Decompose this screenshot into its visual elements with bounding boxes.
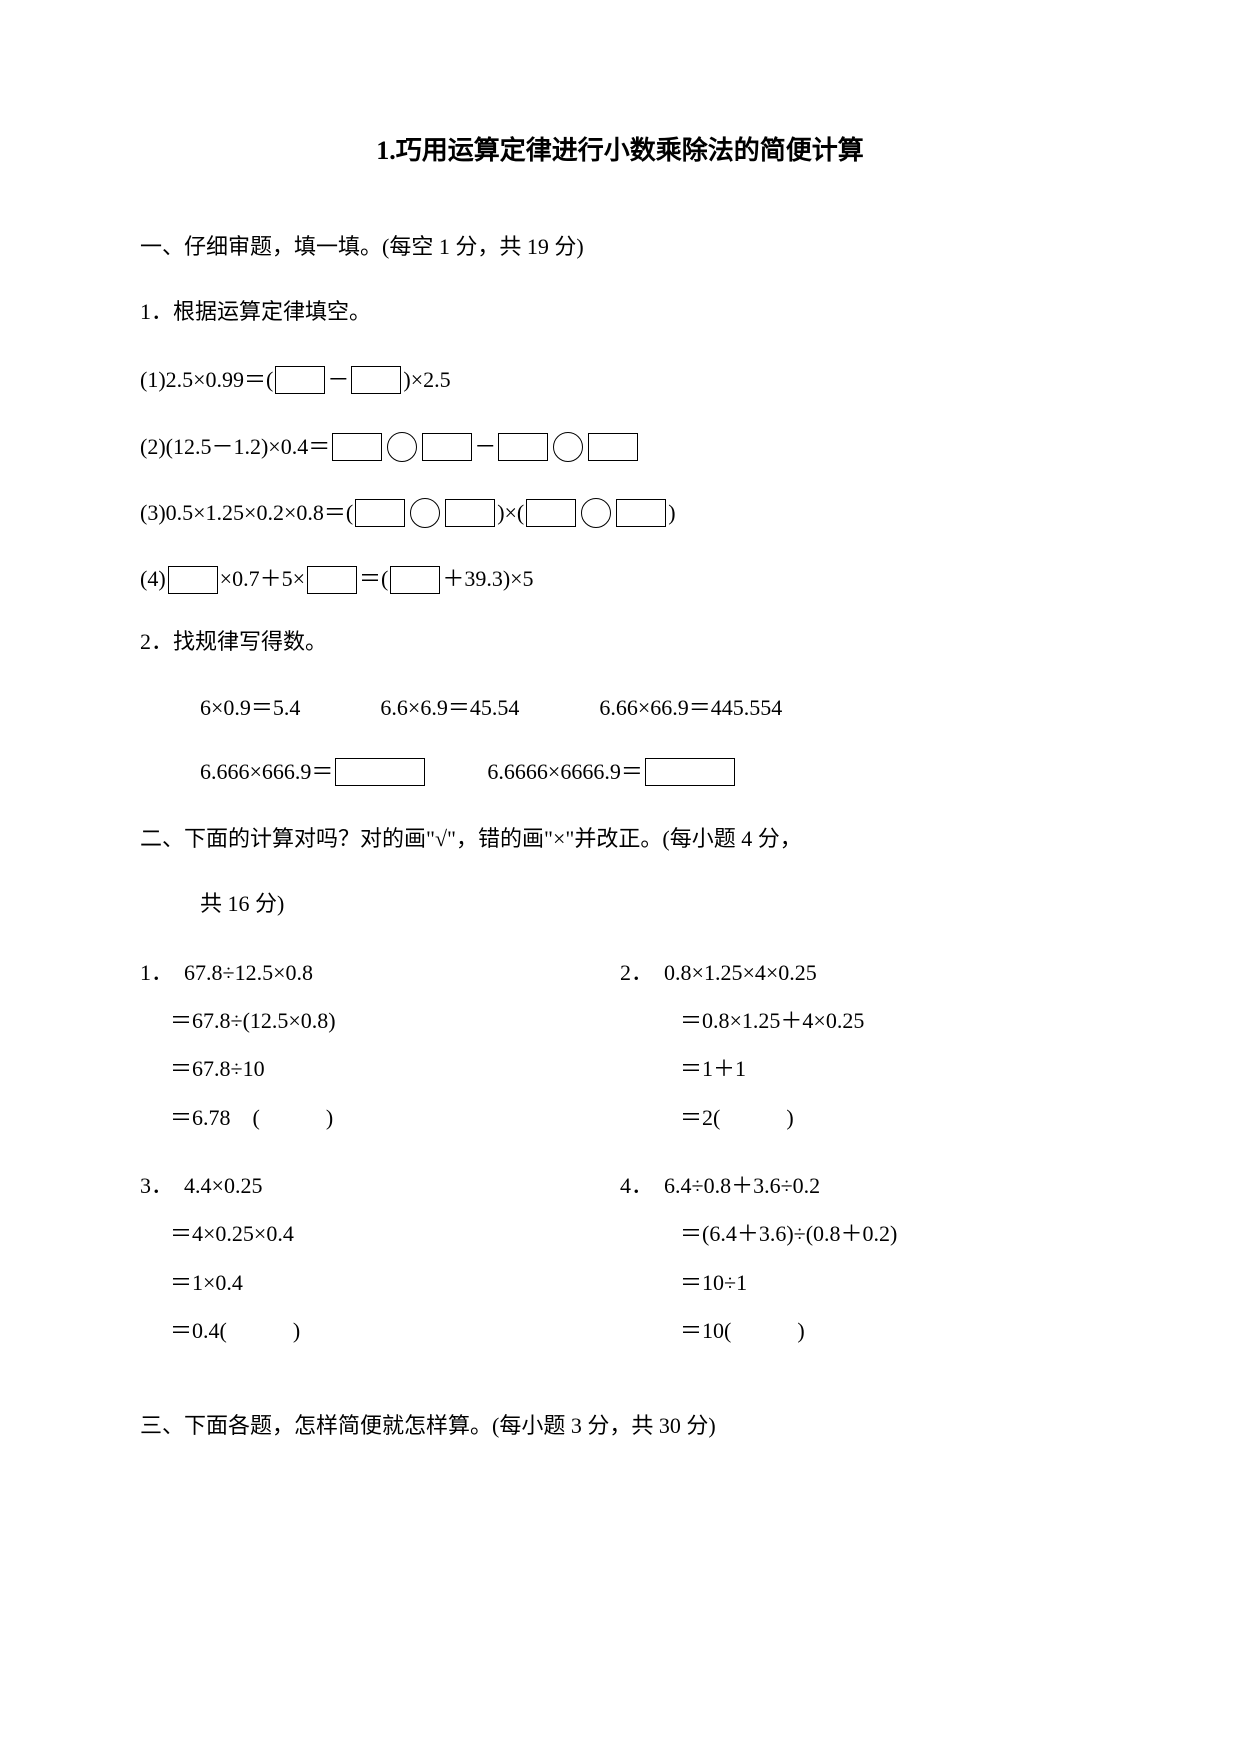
p3-l3: ＝1×0.4 (140, 1259, 620, 1307)
blank-box[interactable] (588, 433, 638, 461)
eq1-prefix: (1)2.5×0.99＝( (140, 356, 273, 404)
section-1-header: 一、仔细审题，填一填。(每空 1 分，共 19 分) (140, 227, 1100, 267)
eq4-mid1: ×0.7＋5× (220, 555, 305, 603)
eq1-suffix: )×2.5 (403, 356, 450, 404)
problems-row-1: 1． 67.8÷12.5×0.8 ＝67.8÷(12.5×0.8) ＝67.8÷… (140, 949, 1100, 1143)
equation-4: (4) ×0.7＋5× ＝( ＋39.3)×5 (140, 555, 1100, 603)
pattern-1b: 6.6×6.9＝45.54 (380, 686, 519, 730)
blank-circle[interactable] (410, 498, 440, 528)
eq1-mid: － (327, 356, 349, 404)
blank-box[interactable] (351, 366, 401, 394)
pattern-1c: 6.66×66.9＝445.554 (599, 686, 782, 730)
p1-l1: 67.8÷12.5×0.8 (184, 960, 313, 985)
p4-num: 4． (620, 1173, 642, 1198)
worksheet-title: 1.巧用运算定律进行小数乘除法的简便计算 (140, 130, 1100, 167)
p4-l2: ＝(6.4＋3.6)÷(0.8＋0.2) (620, 1210, 1100, 1258)
p3-l1: 4.4×0.25 (184, 1173, 262, 1198)
blank-box[interactable] (498, 433, 548, 461)
blank-box[interactable] (307, 566, 357, 594)
section-2-header: 二、下面的计算对吗？对的画"√"，错的画"×"并改正。(每小题 4 分， (140, 819, 1100, 859)
blank-box[interactable] (616, 499, 666, 527)
p1-l2: ＝67.8÷(12.5×0.8) (140, 997, 620, 1045)
blank-box-long[interactable] (335, 758, 425, 786)
eq4-prefix: (4) (140, 555, 166, 603)
p4-l1: 6.4÷0.8＋3.6÷0.2 (664, 1173, 820, 1198)
p2-l2: ＝0.8×1.25＋4×0.25 (620, 997, 1100, 1045)
equation-1: (1)2.5×0.99＝( － )×2.5 (140, 356, 1100, 404)
blank-box[interactable] (355, 499, 405, 527)
blank-box[interactable] (445, 499, 495, 527)
p1-num: 1． (140, 960, 162, 985)
eq3-mid: )×( (497, 489, 524, 537)
pattern-2b: 6.6666×6666.9＝ (487, 750, 642, 794)
blank-box[interactable] (422, 433, 472, 461)
pattern-2a: 6.666×666.9＝ (200, 750, 333, 794)
blank-box[interactable] (332, 433, 382, 461)
p4-l3: ＝10÷1 (620, 1259, 1100, 1307)
problems-row-2: 3． 4.4×0.25 ＝4×0.25×0.4 ＝1×0.4 ＝0.4( ) 4… (140, 1162, 1100, 1356)
blank-circle[interactable] (581, 498, 611, 528)
p2-l3: ＝1＋1 (620, 1045, 1100, 1093)
eq3-suffix: ) (668, 489, 675, 537)
blank-circle[interactable] (387, 432, 417, 462)
p3-num: 3． (140, 1173, 162, 1198)
eq4-mid2: ＝( (359, 555, 388, 603)
p2-l1: 0.8×1.25×4×0.25 (664, 960, 817, 985)
equation-3: (3)0.5×1.25×0.2×0.8＝( )×( ) (140, 489, 1100, 537)
p3-l2: ＝4×0.25×0.4 (140, 1210, 620, 1258)
blank-box[interactable] (390, 566, 440, 594)
eq3-prefix: (3)0.5×1.25×0.2×0.8＝( (140, 489, 353, 537)
section-3-header: 三、下面各题，怎样简便就怎样算。(每小题 3 分，共 30 分) (140, 1406, 1100, 1446)
section-2-header-2: 共 16 分) (140, 884, 1100, 924)
p2-num: 2． (620, 960, 642, 985)
pattern-row-2: 6.666×666.9＝ 6.6666×6666.9＝ (140, 750, 1100, 794)
eq4-suffix: ＋39.3)×5 (442, 555, 533, 603)
p4-l4: ＝10( ) (620, 1307, 1100, 1355)
pattern-1a: 6×0.9＝5.4 (200, 686, 300, 730)
eq2-prefix: (2)(12.5－1.2)×0.4＝ (140, 423, 330, 471)
section-1-item-1: 1．根据运算定律填空。 (140, 292, 1100, 332)
blank-box[interactable] (168, 566, 218, 594)
p2-l4: ＝2( ) (620, 1094, 1100, 1142)
blank-box[interactable] (275, 366, 325, 394)
pattern-row-1: 6×0.9＝5.4 6.6×6.9＝45.54 6.66×66.9＝445.55… (140, 686, 1100, 730)
section-1-item-2: 2．找规律写得数。 (140, 622, 1100, 662)
p3-l4: ＝0.4( ) (140, 1307, 620, 1355)
p1-l3: ＝67.8÷10 (140, 1045, 620, 1093)
blank-box[interactable] (526, 499, 576, 527)
eq2-mid: － (474, 423, 496, 471)
blank-circle[interactable] (553, 432, 583, 462)
equation-2: (2)(12.5－1.2)×0.4＝ － (140, 423, 1100, 471)
blank-box-long[interactable] (645, 758, 735, 786)
p1-l4: ＝6.78 ( ) (140, 1094, 620, 1142)
